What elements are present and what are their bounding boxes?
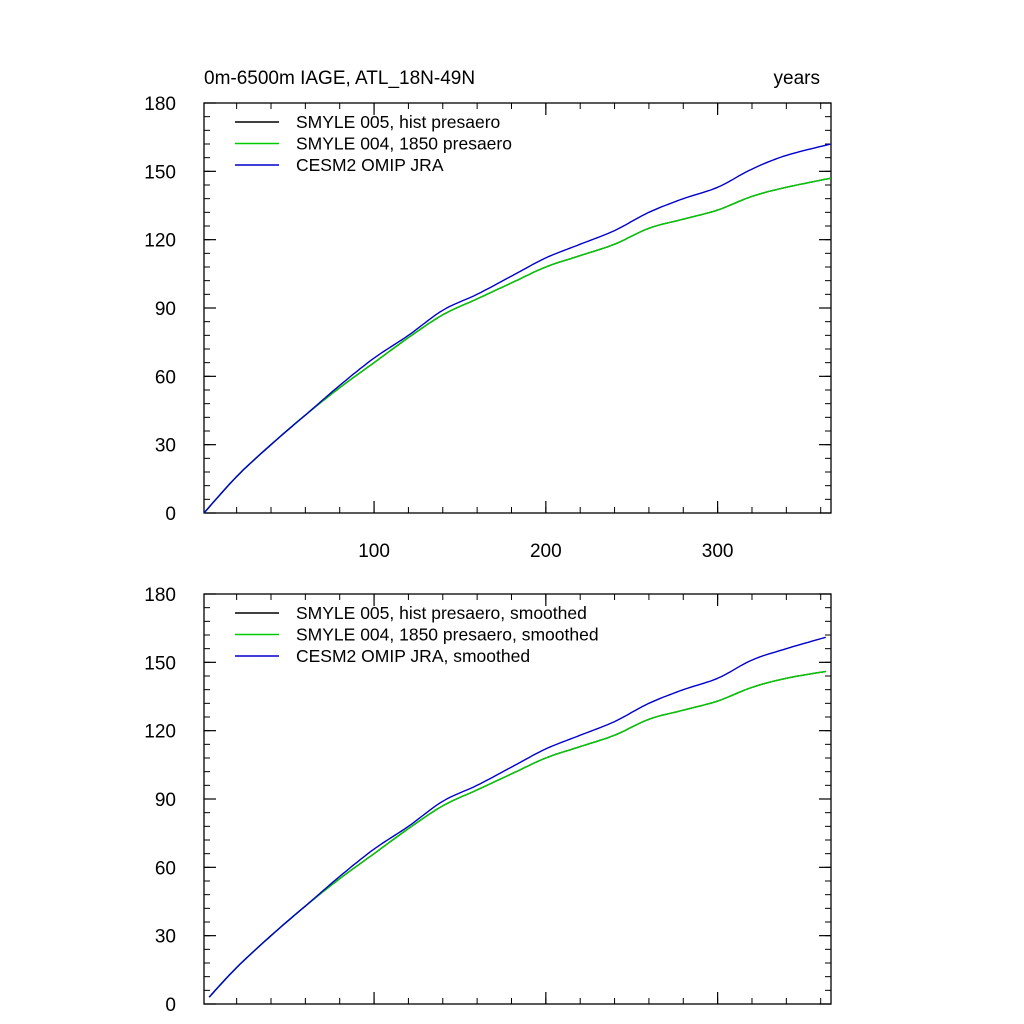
- y-tick-label: 90: [155, 790, 176, 811]
- x-axis: [373, 594, 719, 1004]
- chart-units: years: [774, 68, 820, 89]
- legend-label: SMYLE 004, 1850 presaero: [296, 134, 512, 154]
- series-line-3: [203, 143, 832, 514]
- x-tick-label: 300: [702, 541, 734, 562]
- x-tick-label: 200: [530, 541, 562, 562]
- y-axis: 0 30 60 90 120 150 180: [144, 94, 831, 525]
- panel-bottom-iage-smoothed: 0 30 60 90 120 150 180 SMYLE 005, hist presaer…: [144, 585, 832, 1016]
- legend-label: CESM2 OMIP JRA: [296, 155, 444, 175]
- legend-label: SMYLE 004, 1850 presaero, smoothed: [296, 625, 599, 645]
- x-tick-label: 100: [358, 541, 390, 562]
- panel-top-iage-raw: 0m-6500m IAGE, ATL_18N-49N years 0 30 60 90…: [144, 68, 832, 562]
- series-line-3: [208, 636, 826, 998]
- legend-label: CESM2 OMIP JRA, smoothed: [296, 646, 530, 666]
- y-tick-label: 0: [165, 504, 176, 525]
- series-line-1: [203, 177, 832, 514]
- x-axis: 100 200 300: [358, 103, 733, 562]
- series-line-2: [203, 177, 832, 514]
- series-line-1: [208, 670, 826, 998]
- y-tick-label: 180: [144, 94, 176, 115]
- legend-label: SMYLE 005, hist presaero, smoothed: [296, 603, 587, 623]
- y-tick-label: 60: [155, 858, 176, 879]
- y-tick-label: 120: [144, 231, 176, 252]
- y-tick-label: 90: [155, 299, 176, 320]
- legend-label: SMYLE 005, hist presaero: [296, 112, 500, 132]
- series-lines: [208, 636, 826, 998]
- y-tick-label: 60: [155, 367, 176, 388]
- legend: SMYLE 005, hist presaero, smoothedSMYLE …: [235, 603, 599, 666]
- series-line-2: [208, 670, 826, 998]
- y-tick-label: 150: [144, 162, 176, 183]
- series-lines: [203, 143, 832, 514]
- y-tick-label: 30: [155, 436, 176, 457]
- y-tick-label: 180: [144, 585, 176, 606]
- y-tick-label: 150: [144, 653, 176, 674]
- chart-title: 0m-6500m IAGE, ATL_18N-49N: [204, 68, 475, 89]
- y-tick-label: 30: [155, 927, 176, 948]
- y-tick-label: 0: [165, 995, 176, 1016]
- y-tick-label: 120: [144, 722, 176, 743]
- y-axis: 0 30 60 90 120 150 180: [144, 585, 831, 1016]
